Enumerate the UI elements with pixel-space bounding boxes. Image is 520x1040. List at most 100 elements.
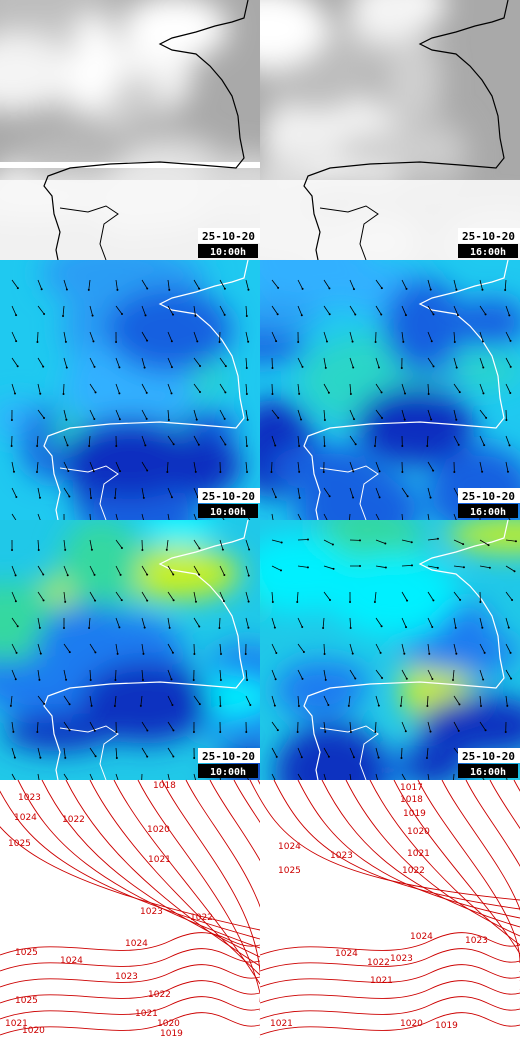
wind-arrow	[453, 721, 460, 732]
wind-arrow	[296, 591, 299, 603]
wind-arrow-head	[194, 600, 197, 603]
wind-arrow-head	[455, 366, 458, 369]
wind-arrow	[297, 617, 303, 628]
wind-arrow	[401, 773, 406, 780]
wind-arrow-head	[146, 339, 149, 342]
wind-arrow-head	[170, 496, 173, 499]
field-blob	[453, 298, 520, 346]
wind-arrow	[89, 513, 91, 520]
wind-arrow-head	[197, 443, 200, 446]
wind-arrow-head	[484, 313, 487, 316]
wind-arrow-head	[377, 704, 380, 707]
wind-arrow	[322, 617, 325, 628]
wind-arrow	[323, 409, 326, 420]
isobar-label: 1019	[403, 809, 426, 819]
wind-arrow-head	[221, 548, 224, 551]
isobar-label: 1022	[62, 815, 85, 825]
isobar-label: 1020	[22, 1026, 45, 1036]
wind-arrow	[297, 773, 303, 780]
wind-arrow-head	[194, 314, 197, 317]
wind-arrow-head	[481, 626, 484, 629]
wind-arrow	[479, 461, 483, 472]
wind-arrow	[375, 305, 382, 315]
wind-arrow	[245, 591, 249, 602]
wind-arrow-head	[458, 391, 461, 394]
wind-arrow	[193, 357, 201, 367]
wind-arrow-head	[64, 548, 67, 551]
color-field	[0, 260, 243, 520]
wind-arrow-head	[219, 470, 222, 473]
wind-arrow	[36, 461, 39, 472]
isobar-label: 1021	[135, 1009, 158, 1019]
wind-arrow	[193, 331, 198, 342]
wind-arrow-head	[453, 340, 456, 343]
wind-arrow	[505, 357, 512, 368]
wind-arrow-head	[248, 548, 251, 551]
wind-arrow	[297, 435, 300, 446]
isobar-line	[0, 826, 261, 931]
wind-arrow	[219, 643, 222, 654]
wind-arrow	[297, 279, 303, 290]
wind-arrow-head	[301, 287, 304, 290]
isobar-label: 1023	[330, 851, 353, 861]
wind-arrow-head	[223, 313, 226, 316]
field-blob	[274, 138, 333, 170]
wind-arrow	[374, 591, 377, 602]
wind-arrow	[89, 539, 93, 550]
wind-arrow	[375, 643, 381, 654]
wind-arrow-head	[220, 652, 223, 655]
wind-arrow-head	[171, 651, 174, 654]
wind-arrow	[89, 331, 94, 342]
wind-arrow-head	[62, 392, 65, 395]
isobar-label: 1024	[410, 932, 433, 942]
wind-arrow-head	[11, 548, 14, 551]
time-box	[458, 244, 518, 258]
wind-arrow	[349, 721, 352, 732]
wind-arrow	[115, 513, 118, 520]
color-field	[260, 520, 520, 780]
wind-arrow	[453, 695, 460, 705]
wind-arrow-head	[327, 391, 330, 394]
wind-arrow-head	[354, 443, 357, 446]
isobar-line	[259, 964, 520, 988]
wind-arrow-head	[482, 366, 485, 369]
wind-arrow-head	[146, 469, 149, 472]
wind-arrow	[141, 643, 144, 654]
wind-arrow	[11, 279, 19, 289]
wind-arrow-head	[172, 755, 175, 758]
isobar-label: 1023	[18, 793, 41, 803]
wind-arrow-head	[14, 600, 17, 603]
wind-arrow	[63, 565, 69, 576]
wind-arrow-head	[64, 756, 67, 759]
wind-arrow	[167, 695, 173, 706]
wind-arrow	[271, 409, 279, 419]
wind-arrow	[349, 383, 352, 394]
field-blob	[80, 661, 212, 744]
wind-arrow-head	[276, 313, 279, 316]
wind-arrow	[63, 357, 68, 368]
wind-arrow	[401, 643, 405, 654]
wind-arrow-head	[168, 626, 171, 629]
wind-arrow	[505, 669, 512, 679]
wind-arrow	[375, 669, 383, 679]
wind-arrow	[271, 331, 277, 342]
wind-arrow	[141, 461, 148, 471]
wind-arrow	[375, 539, 386, 544]
wind-arrow-head	[89, 678, 92, 681]
wind-arrow	[349, 513, 351, 520]
wind-arrow-head	[399, 704, 402, 707]
wind-arrow-head	[373, 600, 376, 603]
wind-arrow-head	[222, 600, 225, 603]
field-blob	[260, 0, 327, 68]
wind-arrow	[271, 643, 277, 654]
time-label: 16:00h	[470, 247, 506, 258]
wind-arrow	[401, 513, 403, 520]
wind-arrow-head	[167, 418, 170, 421]
wind-arrow	[88, 279, 91, 290]
wind-arrow-head	[279, 569, 282, 572]
wind-arrow-head	[146, 755, 149, 758]
wind-arrow	[115, 305, 123, 315]
wind-arrow-head	[405, 677, 408, 680]
wind-arrow	[141, 773, 143, 780]
coastline	[303, 0, 509, 260]
